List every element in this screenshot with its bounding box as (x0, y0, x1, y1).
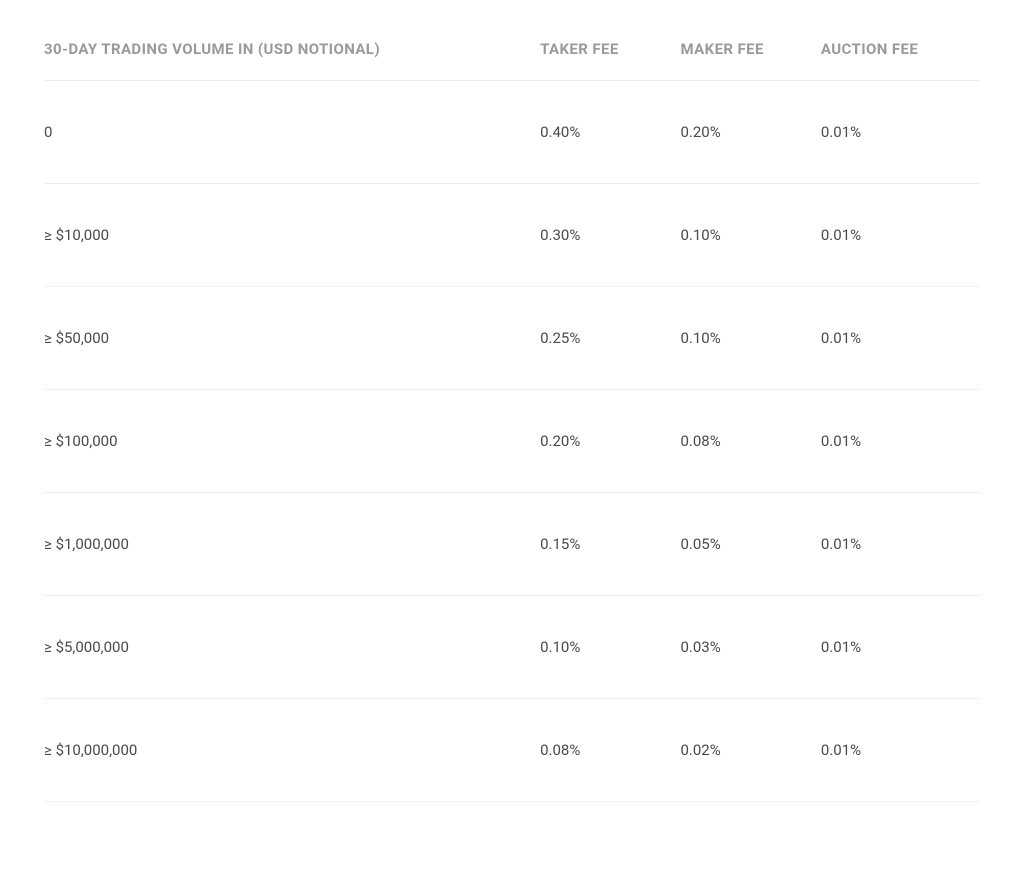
cell-auction: 0.01% (821, 699, 980, 802)
cell-auction: 0.01% (821, 493, 980, 596)
table-body: 0 0.40% 0.20% 0.01% ≥ $10,000 0.30% 0.10… (44, 81, 980, 802)
cell-volume: ≥ $5,000,000 (44, 596, 540, 699)
table-row: ≥ $10,000 0.30% 0.10% 0.01% (44, 184, 980, 287)
cell-taker: 0.25% (540, 287, 680, 390)
cell-maker: 0.08% (680, 390, 820, 493)
cell-auction: 0.01% (821, 596, 980, 699)
col-header-maker: MAKER FEE (680, 30, 820, 81)
cell-volume: ≥ $10,000,000 (44, 699, 540, 802)
table-row: ≥ $1,000,000 0.15% 0.05% 0.01% (44, 493, 980, 596)
cell-maker: 0.10% (680, 184, 820, 287)
table-row: ≥ $10,000,000 0.08% 0.02% 0.01% (44, 699, 980, 802)
cell-auction: 0.01% (821, 81, 980, 184)
table-row: ≥ $5,000,000 0.10% 0.03% 0.01% (44, 596, 980, 699)
table-row: ≥ $50,000 0.25% 0.10% 0.01% (44, 287, 980, 390)
col-header-volume: 30-DAY TRADING VOLUME IN (USD NOTIONAL) (44, 30, 540, 81)
cell-taker: 0.08% (540, 699, 680, 802)
cell-maker: 0.05% (680, 493, 820, 596)
table-row: 0 0.40% 0.20% 0.01% (44, 81, 980, 184)
table-row: ≥ $100,000 0.20% 0.08% 0.01% (44, 390, 980, 493)
fee-schedule-table: 30-DAY TRADING VOLUME IN (USD NOTIONAL) … (44, 30, 980, 802)
cell-maker: 0.10% (680, 287, 820, 390)
cell-volume: 0 (44, 81, 540, 184)
table-header-row: 30-DAY TRADING VOLUME IN (USD NOTIONAL) … (44, 30, 980, 81)
cell-volume: ≥ $50,000 (44, 287, 540, 390)
col-header-taker: TAKER FEE (540, 30, 680, 81)
cell-volume: ≥ $10,000 (44, 184, 540, 287)
cell-maker: 0.20% (680, 81, 820, 184)
cell-taker: 0.30% (540, 184, 680, 287)
cell-maker: 0.02% (680, 699, 820, 802)
cell-auction: 0.01% (821, 184, 980, 287)
cell-auction: 0.01% (821, 390, 980, 493)
cell-maker: 0.03% (680, 596, 820, 699)
cell-auction: 0.01% (821, 287, 980, 390)
table-header: 30-DAY TRADING VOLUME IN (USD NOTIONAL) … (44, 30, 980, 81)
cell-taker: 0.20% (540, 390, 680, 493)
cell-taker: 0.10% (540, 596, 680, 699)
cell-taker: 0.15% (540, 493, 680, 596)
cell-volume: ≥ $1,000,000 (44, 493, 540, 596)
cell-taker: 0.40% (540, 81, 680, 184)
cell-volume: ≥ $100,000 (44, 390, 540, 493)
col-header-auction: AUCTION FEE (821, 30, 980, 81)
